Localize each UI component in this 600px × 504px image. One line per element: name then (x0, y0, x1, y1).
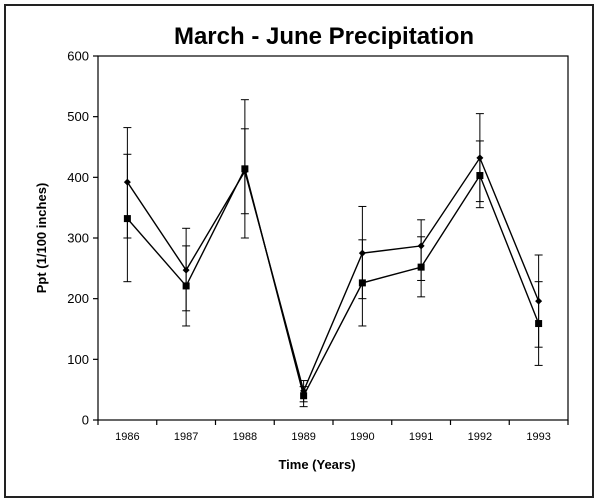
x-tick-label: 1992 (468, 431, 492, 443)
series-layer (123, 99, 543, 408)
x-tick-label: 1989 (291, 431, 315, 443)
y-tick-label: 200 (67, 291, 89, 306)
data-point-square (123, 215, 131, 223)
series-line (126, 166, 540, 398)
plot-area-border (97, 55, 569, 421)
precipitation-chart: March - June Precipitation Ppt (1/100 in… (34, 23, 569, 472)
y-tick-label: 600 (67, 49, 89, 64)
data-point-square (358, 279, 366, 287)
x-axis-title: Time (Years) (278, 457, 355, 472)
data-point-square (300, 392, 308, 400)
x-tick-label: 1986 (115, 431, 139, 443)
data-point-square (417, 263, 425, 271)
y-tick-label: 0 (82, 413, 89, 428)
y-tick-label: 400 (67, 170, 89, 185)
x-tick-label: 1991 (409, 431, 433, 443)
y-tick-label: 500 (67, 109, 89, 124)
data-point-square (476, 172, 484, 180)
x-tick-label: 1987 (174, 431, 198, 443)
x-tick-label: 1993 (526, 431, 550, 443)
data-point-square (182, 282, 190, 290)
x-tick-label: 1990 (350, 431, 374, 443)
x-tick-label: 1988 (233, 431, 257, 443)
chart-frame: March - June Precipitation Ppt (1/100 in… (4, 4, 594, 498)
axes: 0 100 200 300 400 500 600 1986 1987 1988 1989 1990 1… (67, 49, 569, 443)
chart-title: March - June Precipitation (174, 23, 474, 50)
y-axis-title: Ppt (1/100 inches) (34, 183, 49, 294)
y-tick-label: 100 (67, 352, 89, 367)
data-point-square (241, 165, 249, 173)
y-tick-label: 300 (67, 231, 89, 246)
series-2 (123, 128, 543, 408)
data-point-square (535, 320, 543, 328)
series-line (126, 156, 540, 394)
